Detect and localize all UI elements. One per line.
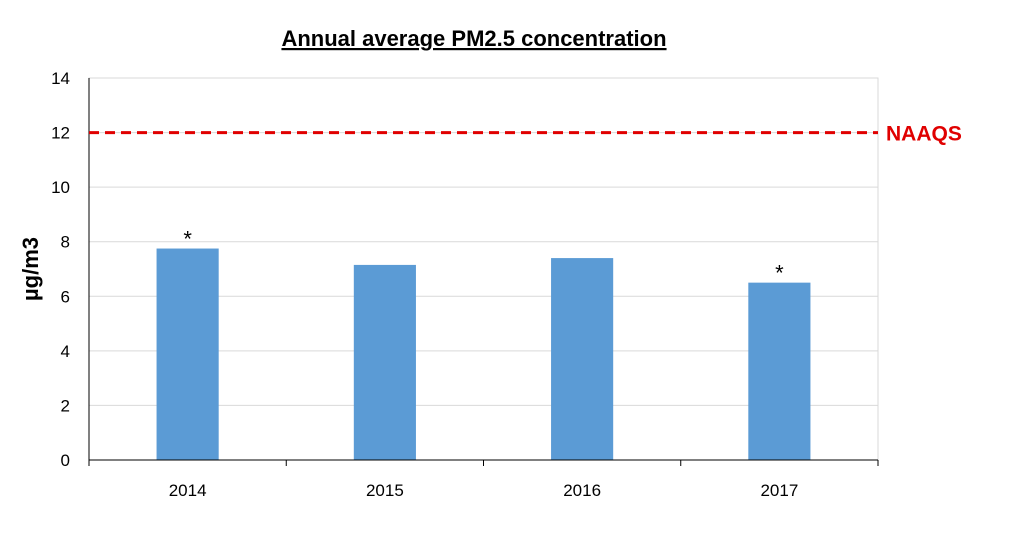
x-tick-label: 2015 bbox=[366, 481, 404, 500]
y-tick-label: 6 bbox=[61, 287, 70, 306]
significance-marker: * bbox=[183, 227, 192, 252]
y-tick-label: 2 bbox=[61, 396, 70, 415]
y-tick-label: 14 bbox=[51, 69, 70, 88]
x-axis: 2014 2015 2016 2017 bbox=[88, 459, 879, 500]
bar-2017 bbox=[748, 282, 811, 460]
y-tick-label: 12 bbox=[51, 124, 70, 143]
x-tick-label: 2014 bbox=[169, 481, 207, 500]
y-tick-label: 4 bbox=[61, 342, 70, 361]
significance-marker: * bbox=[775, 261, 784, 286]
bar-2014 bbox=[156, 248, 219, 460]
bars: ** bbox=[156, 227, 811, 460]
x-tick-label: 2017 bbox=[760, 481, 798, 500]
y-axis-label: µg/m3 bbox=[18, 237, 43, 301]
y-tick-label: 0 bbox=[61, 451, 70, 470]
reference-line-label: NAAQS bbox=[886, 123, 962, 146]
bar-2015 bbox=[353, 264, 416, 460]
y-tick-label: 8 bbox=[61, 233, 70, 252]
reference-line-group: NAAQS bbox=[89, 123, 962, 146]
chart-title: Annual average PM2.5 concentration bbox=[281, 26, 666, 51]
bar-2016 bbox=[551, 258, 614, 460]
y-tick-label: 10 bbox=[51, 178, 70, 197]
x-tick-label: 2016 bbox=[563, 481, 601, 500]
y-axis: 0 2 4 6 8 10 12 14 bbox=[51, 69, 90, 470]
